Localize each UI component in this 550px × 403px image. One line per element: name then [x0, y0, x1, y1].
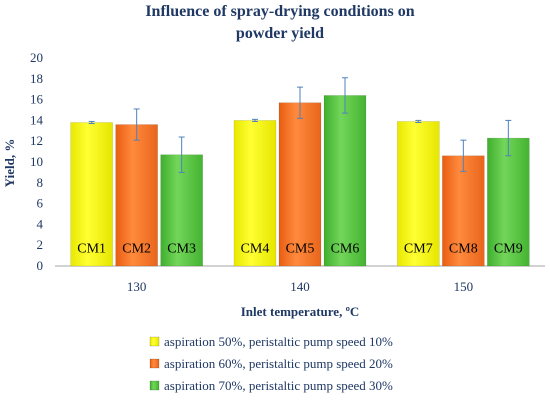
- x-axis-title: Inlet temperature, ºC: [241, 304, 360, 319]
- bar-label: CM4: [241, 241, 270, 256]
- y-tick-label: 16: [30, 92, 44, 107]
- x-tick-label: 150: [454, 279, 474, 294]
- bar-cm3: [160, 154, 203, 267]
- y-tick-label: 12: [30, 133, 43, 148]
- y-tick-label: 10: [30, 154, 43, 169]
- bar-cm8: [442, 155, 485, 267]
- bar-cm9: [487, 137, 530, 267]
- legend-label: aspiration 60%, peristaltic pump speed 2…: [164, 356, 393, 371]
- bar-label: CM6: [331, 241, 360, 256]
- legend-label: aspiration 70%, peristaltic pump speed 3…: [164, 378, 393, 393]
- x-tick-label: 130: [127, 279, 147, 294]
- legend-swatch: [149, 380, 160, 391]
- bar-label: CM7: [404, 241, 433, 256]
- y-tick-label: 0: [37, 258, 44, 273]
- bar-cm2: [115, 124, 158, 267]
- bar-cm6: [323, 95, 367, 267]
- bar-label: CM9: [494, 241, 523, 256]
- bars-group: CM1 CM2 CM3 CM4 CM5 CM6 CM7 CM8 CM9: [70, 77, 530, 267]
- bar-cm1: [70, 122, 113, 267]
- y-tick-label: 18: [30, 71, 43, 86]
- chart-title-line-1: Influence of spray-drying conditions on: [145, 3, 414, 20]
- bar-cm4: [233, 120, 277, 267]
- y-tick-label: 4: [37, 216, 44, 231]
- bar-label: CM8: [449, 241, 478, 256]
- bar-label: CM5: [286, 241, 315, 256]
- y-axis-title: Yield, %: [2, 139, 17, 188]
- y-tick-label: 14: [30, 112, 44, 127]
- y-tick-label: 20: [30, 50, 43, 65]
- legend-swatch: [149, 358, 160, 369]
- bar-label: CM3: [167, 241, 196, 256]
- bar-label: CM1: [77, 241, 106, 256]
- y-tick-label: 8: [37, 175, 44, 190]
- x-tick-label: 140: [290, 279, 310, 294]
- chart-title-line-2: powder yield: [236, 25, 324, 42]
- bar-label: CM2: [122, 241, 151, 256]
- x-axis-ticks: 130 140 150: [127, 279, 473, 294]
- legend-swatch: [149, 336, 160, 347]
- y-axis-ticks: 0 2 4 6 8 10 12 14 16 18 20: [30, 50, 44, 273]
- legend-label: aspiration 50%, peristaltic pump speed 1…: [164, 334, 393, 349]
- bar-cm5: [278, 102, 322, 267]
- bar-cm7: [397, 121, 440, 267]
- y-tick-label: 6: [37, 196, 44, 211]
- y-tick-label: 2: [37, 237, 44, 252]
- legend: aspiration 50%, peristaltic pump speed 1…: [149, 334, 393, 393]
